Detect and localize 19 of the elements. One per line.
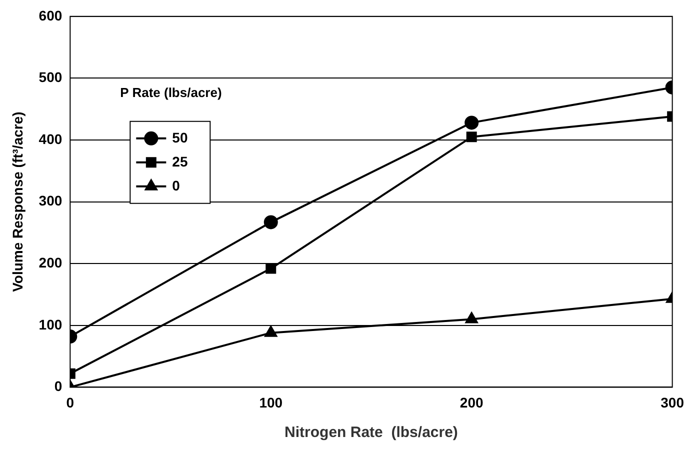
- point: [465, 312, 478, 324]
- y-tick-label: 500: [38, 69, 62, 86]
- legend-label: 25: [172, 153, 188, 170]
- y-tick-label: 300: [38, 192, 62, 209]
- x-tick-label: 100: [259, 394, 283, 410]
- legend-label: 50: [172, 129, 188, 146]
- y-tick-label: 400: [38, 130, 62, 147]
- x-tick-label: 300: [660, 394, 684, 410]
- legend-label: 0: [172, 177, 180, 194]
- x-tick-label: 200: [460, 394, 484, 410]
- point: [264, 326, 278, 337]
- legend-title: P Rate (lbs/acre): [120, 84, 222, 100]
- y-axis-title: Volume Response (ft³/acre): [9, 112, 26, 292]
- y-tick-label: 600: [38, 7, 62, 24]
- y-tick-label: 0: [54, 378, 62, 394]
- y-tick-label: 100: [38, 316, 62, 332]
- x-axis-title: Nitrogen Rate (lbs/acre): [284, 424, 458, 442]
- y-tick-label: 200: [38, 254, 62, 270]
- x-tick-label: 0: [66, 394, 74, 410]
